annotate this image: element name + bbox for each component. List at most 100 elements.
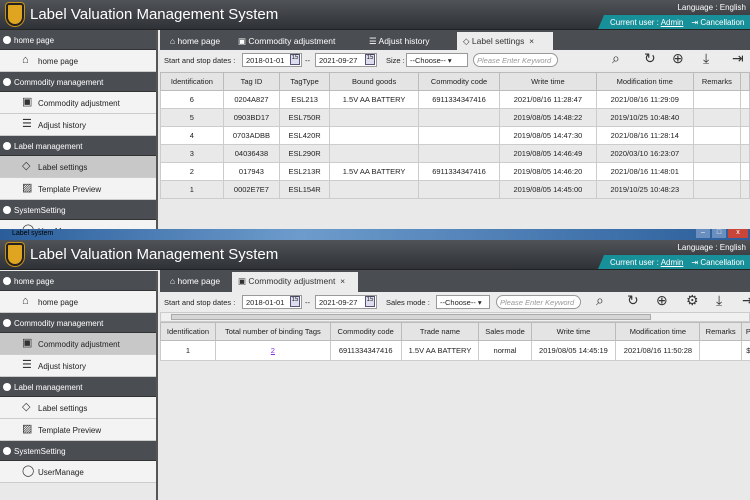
sidebar-section[interactable]: Commodity management (0, 72, 156, 92)
column-header[interactable]: Write time (498, 72, 597, 91)
sidebar-item[interactable]: ▣ Commodity adjustment (0, 333, 156, 355)
language-value[interactable]: English (719, 243, 746, 252)
horizontal-scrollbar[interactable] (160, 312, 750, 322)
sidebar-section[interactable]: SystemSetting (0, 441, 156, 461)
language-value[interactable]: English (719, 3, 746, 12)
column-header[interactable]: Total number of binding Tags (214, 322, 331, 341)
sidebar-section[interactable]: Label management (0, 136, 156, 156)
add-icon[interactable]: ⊕ (656, 292, 668, 308)
calendar-icon[interactable]: 15 (290, 54, 300, 65)
tab-adjust-history[interactable]: ☰ Adjust history (363, 32, 436, 50)
calendar-icon[interactable]: 15 (290, 296, 300, 307)
column-header[interactable]: Tag ID (222, 72, 281, 91)
sidebar-item[interactable]: ▨ Template Preview (0, 419, 156, 441)
sidebar-item[interactable]: ⌂ home page (0, 291, 156, 313)
table-cell: 0903BD17 (222, 108, 281, 127)
import-icon[interactable]: ⇥ (742, 292, 750, 308)
close-tab-icon[interactable]: × (340, 276, 346, 286)
column-header[interactable]: Commodity code (418, 72, 500, 91)
briefcase-icon: ▣ (22, 96, 33, 108)
sidebar: home page ⌂ home page Commodity management ▣… (0, 271, 158, 500)
size-label: Size : (386, 56, 405, 65)
size-select[interactable]: --Choose-- ▾ (406, 53, 468, 67)
column-header[interactable]: Trade name (400, 322, 480, 341)
minimize-button[interactable]: – (696, 229, 710, 238)
tab-label-settings[interactable]: ◇ Label settings × (457, 32, 553, 50)
download-icon[interactable]: ⤓ (703, 50, 710, 66)
refresh-icon[interactable]: ↻ (644, 50, 656, 66)
sales-mode-select[interactable]: --Choose-- ▾ (436, 295, 490, 309)
table-cell: 2 (160, 162, 224, 181)
close-window-button[interactable]: x (728, 229, 748, 238)
table-row[interactable]: 6 0204A827 ESL213 1.5V AA BATTERY 6911334347… (160, 90, 750, 109)
refresh-icon[interactable]: ↻ (627, 292, 639, 308)
end-date-input[interactable]: 2021-09-27 (315, 295, 377, 309)
language-selector[interactable]: Language : English (677, 243, 746, 252)
column-header[interactable]: TagType (279, 72, 331, 91)
column-header[interactable]: Identification (160, 322, 216, 341)
tab-commodity-adjustment[interactable]: ▣ Commodity adjustment × (232, 272, 358, 292)
sidebar-section[interactable]: Label management (0, 377, 156, 397)
close-tab-icon[interactable]: × (529, 36, 535, 46)
maximize-button[interactable]: □ (712, 229, 726, 238)
table-cell[interactable]: 2 (214, 340, 331, 361)
column-header[interactable]: Identification (160, 72, 224, 91)
logout-button[interactable]: ⇥ Cancellation (691, 258, 745, 267)
sidebar-item-label: UserManage (38, 468, 84, 477)
calendar-icon[interactable]: 15 (365, 54, 375, 65)
table-row[interactable]: 2 017943 ESL213R 1.5V AA BATTERY 69113343474… (160, 162, 750, 181)
sidebar-section[interactable]: SystemSetting (0, 200, 156, 220)
column-header[interactable]: Remarks (692, 72, 741, 91)
start-date-input[interactable]: 2018-01-01 (242, 295, 302, 309)
sidebar-item-label: home page (38, 57, 79, 66)
import-icon[interactable]: ⇥ (732, 50, 744, 66)
keyword-input[interactable]: Please Enter Keyword (473, 53, 558, 67)
sidebar-item[interactable]: ▣ Commodity adjustment (0, 92, 156, 114)
column-header[interactable]: Sales mode (478, 322, 532, 341)
sidebar-item[interactable]: ▨ Template Preview (0, 178, 156, 200)
logout-button[interactable]: ⇥ Cancellation (691, 18, 745, 27)
date-separator: -- (305, 56, 310, 65)
user-link[interactable]: Admin (660, 18, 684, 27)
table-row[interactable]: 4 0703ADBB ESL420R 2019/08/05 14:47:30 2021/… (160, 126, 750, 145)
search-icon[interactable]: ⌕ (596, 292, 604, 308)
column-header[interactable]: Write time (530, 322, 617, 341)
end-date-input[interactable]: 2021-09-27 (315, 53, 377, 67)
sidebar-item[interactable]: ◯UserManage (0, 220, 156, 229)
column-header[interactable]: Bound goods (329, 72, 420, 91)
scrollbar-thumb[interactable] (171, 314, 651, 320)
calendar-icon[interactable]: 15 (365, 296, 375, 307)
sidebar-item[interactable]: ◇ Label settings (0, 156, 156, 178)
download-icon[interactable]: ⤓ (716, 292, 723, 308)
sidebar-section[interactable]: Commodity management (0, 313, 156, 333)
sidebar-item[interactable]: ◯UserManage (0, 461, 156, 483)
user-link[interactable]: Admin (660, 258, 684, 267)
column-header[interactable]: Pri (740, 322, 750, 341)
language-label: Language : (677, 3, 718, 12)
sidebar-item[interactable]: ☰ Adjust history (0, 355, 156, 377)
table-row[interactable]: 3 04036438 ESL290R 2019/08/05 14:46:49 2020/… (160, 144, 750, 163)
table-row[interactable]: 5 0903BD17 ESL750R 2019/08/05 14:48:22 2019/… (160, 108, 750, 127)
column-header[interactable]: Modification time (615, 322, 701, 341)
language-selector[interactable]: Language : English (677, 3, 746, 12)
column-header[interactable]: Commodity code (329, 322, 402, 341)
table-cell: 2021/08/16 11:50:28 (615, 340, 701, 361)
table-row[interactable]: 1 0002E7E7 ESL154R 2019/08/05 14:45:00 2019/… (160, 180, 750, 199)
add-icon[interactable]: ⊕ (672, 50, 684, 66)
sidebar-section[interactable]: home page (0, 271, 156, 291)
column-header[interactable]: Modification time (595, 72, 694, 91)
column-header[interactable] (739, 72, 750, 91)
tab-commodity-adjustment[interactable]: ▣ Commodity adjustment (232, 32, 341, 50)
settings-icon[interactable]: ⚙ (686, 292, 699, 308)
tab-home-page[interactable]: ⌂ home page (164, 272, 226, 290)
table-row[interactable]: 1 2 6911334347416 1.5V AA BATTERY normal 2019… (160, 340, 750, 361)
column-header[interactable]: Remarks (699, 322, 742, 341)
sidebar-item[interactable]: ⌂ home page (0, 50, 156, 72)
start-date-input[interactable]: 2018-01-01 (242, 53, 302, 67)
sidebar-item[interactable]: ◇ Label settings (0, 397, 156, 419)
search-icon[interactable]: ⌕ (612, 50, 620, 66)
tab-home-page[interactable]: ⌂ home page (164, 32, 226, 50)
sidebar-section[interactable]: home page (0, 30, 156, 50)
keyword-input[interactable]: Please Enter Keyword (496, 295, 581, 309)
sidebar-item[interactable]: ☰ Adjust history (0, 114, 156, 136)
